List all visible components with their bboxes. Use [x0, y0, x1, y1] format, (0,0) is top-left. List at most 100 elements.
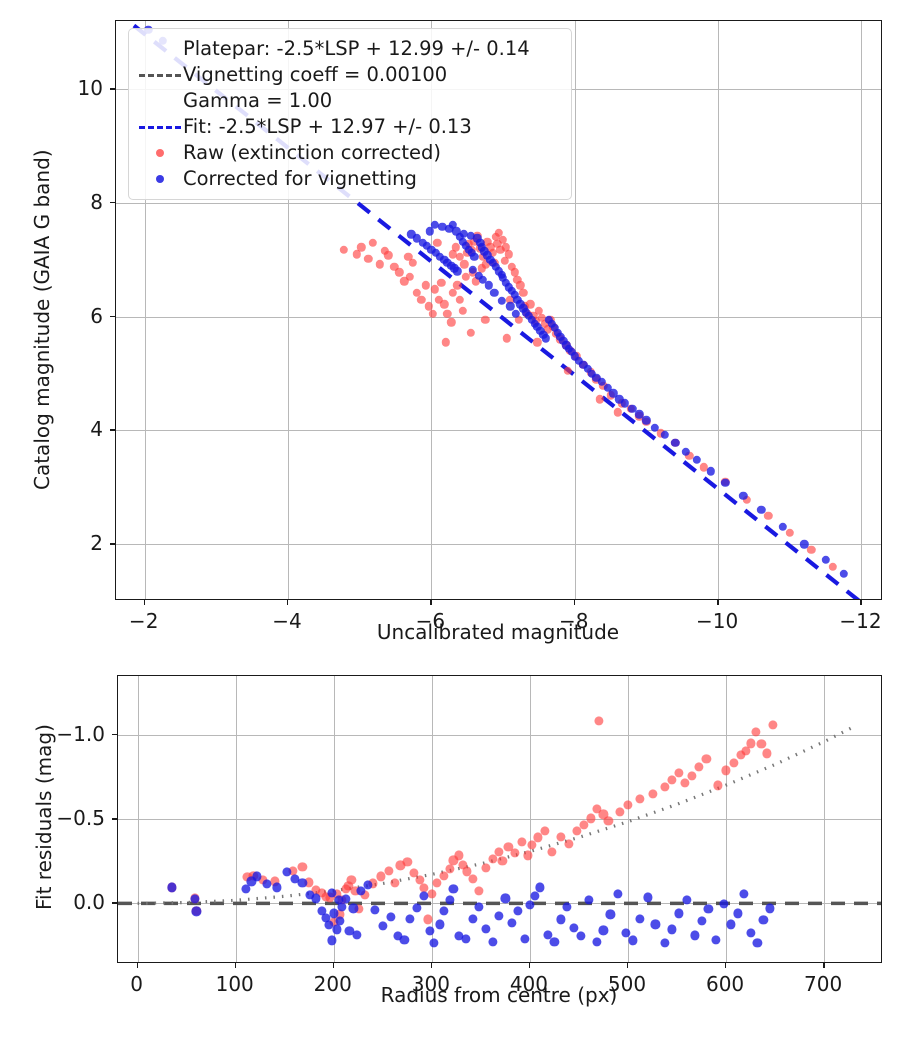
data-point-raw — [523, 850, 533, 860]
data-point-corrected — [592, 373, 601, 383]
data-point-raw — [421, 281, 430, 290]
marker-dot-key-icon — [156, 175, 164, 183]
data-point-raw — [623, 800, 633, 810]
data-point-corrected — [448, 220, 458, 229]
data-point-raw — [455, 252, 465, 262]
data-point-raw — [699, 463, 708, 472]
gridline-vertical — [574, 21, 576, 599]
tick-y — [110, 429, 115, 431]
data-point-raw — [721, 765, 731, 775]
plot-area-fit-residuals — [117, 675, 882, 963]
data-point-corrected — [425, 227, 435, 236]
data-point-corrected — [473, 234, 482, 243]
tick-label-y: 8 — [90, 189, 103, 214]
data-point-corrected — [752, 938, 763, 948]
data-point-raw — [572, 826, 582, 836]
data-point-corrected — [407, 230, 416, 239]
tick-x — [430, 963, 433, 968]
data-point-raw — [500, 256, 509, 266]
legend-photometric-fit: Platepar: -2.5*LSP + 12.99 +/- 0.14 Vigne… — [128, 28, 572, 200]
data-point-corrected — [321, 913, 331, 923]
data-point-corrected — [497, 296, 506, 305]
panel-photometric-fit: Uncalibrated magnitude Catalog magnitude… — [30, 20, 882, 644]
data-point-raw — [384, 251, 393, 260]
data-point-raw — [537, 313, 546, 323]
data-point-raw — [494, 228, 503, 237]
data-point-corrected — [468, 913, 478, 924]
plot-clip-photometric-fit — [116, 21, 881, 599]
legend-entry: Platepar: -2.5*LSP + 12.99 +/- 0.14 — [137, 36, 561, 62]
data-point-raw — [510, 848, 520, 858]
legend-label: Fit: -2.5*LSP + 12.97 +/- 0.13 — [183, 115, 472, 139]
data-point-corrected — [352, 929, 362, 940]
data-point-raw — [329, 917, 339, 927]
data-point-raw — [736, 750, 746, 760]
data-point-corrected — [703, 904, 714, 914]
data-point-corrected — [435, 252, 445, 262]
data-point-corrected — [444, 895, 455, 905]
data-point-corrected — [453, 266, 462, 276]
data-point-raw — [785, 528, 795, 537]
data-point-raw — [364, 254, 373, 263]
data-point-corrected — [430, 220, 440, 229]
data-point-raw — [599, 381, 608, 391]
data-point-corrected — [541, 334, 551, 343]
data-point-corrected — [550, 323, 559, 333]
gridline-vertical — [137, 676, 139, 962]
data-point-corrected — [240, 884, 251, 894]
data-point-corrected — [191, 906, 202, 917]
data-point-raw — [507, 262, 516, 271]
data-point-corrected — [452, 227, 461, 236]
gridline-horizontal — [118, 819, 881, 821]
tick-label-x: −6 — [415, 609, 446, 633]
data-point-raw — [729, 758, 739, 768]
data-point-raw — [513, 275, 522, 284]
data-point-raw — [448, 249, 458, 259]
data-point-raw — [540, 826, 550, 836]
data-point-corrected — [726, 919, 736, 929]
data-point-raw — [660, 782, 670, 792]
tick-label-y: 6 — [90, 303, 103, 328]
panel-fit-residuals: Radius from centre (px) Fit residuals (m… — [0, 650, 900, 1050]
data-point-corrected — [721, 478, 730, 487]
data-point-corrected — [507, 918, 517, 928]
data-point-raw — [656, 429, 665, 438]
data-point-corrected — [690, 930, 700, 940]
tick-x — [823, 963, 825, 968]
data-point-raw — [354, 904, 364, 914]
data-point-raw — [270, 876, 280, 887]
data-point-corrected — [262, 879, 272, 889]
data-point-raw — [674, 768, 684, 778]
gridline-horizontal — [116, 202, 881, 204]
tick-label-x: 600 — [705, 972, 745, 996]
data-point-corrected — [627, 404, 637, 413]
data-point-raw — [556, 832, 566, 842]
tick-y — [112, 902, 117, 904]
data-point-raw — [526, 299, 535, 309]
data-point-raw — [453, 281, 462, 290]
gridline-horizontal — [116, 430, 881, 432]
legend-label: Platepar: -2.5*LSP + 12.99 +/- 0.14 — [183, 37, 530, 61]
data-point-corrected — [584, 895, 594, 905]
data-point-corrected — [609, 389, 618, 398]
data-point-raw — [441, 338, 450, 347]
data-point-corrected — [412, 234, 422, 243]
legend-entry: Corrected for vignetting — [137, 166, 561, 192]
data-point-raw — [488, 854, 498, 864]
data-point-raw — [595, 394, 605, 404]
gridline-vertical — [628, 676, 629, 962]
tick-y — [110, 315, 115, 318]
data-point-corrected — [493, 911, 504, 921]
gridline-vertical — [861, 21, 863, 599]
tick-y — [110, 201, 115, 204]
data-point-raw — [458, 306, 468, 316]
data-point-raw — [807, 545, 816, 555]
data-point-raw — [746, 738, 756, 748]
data-point-raw — [423, 914, 433, 924]
data-point-raw — [404, 252, 413, 262]
tick-label-x: 500 — [607, 972, 647, 996]
gridline-vertical — [333, 676, 335, 962]
data-point-raw — [389, 262, 399, 271]
data-point-corrected — [348, 903, 358, 913]
data-point-raw — [437, 278, 446, 287]
